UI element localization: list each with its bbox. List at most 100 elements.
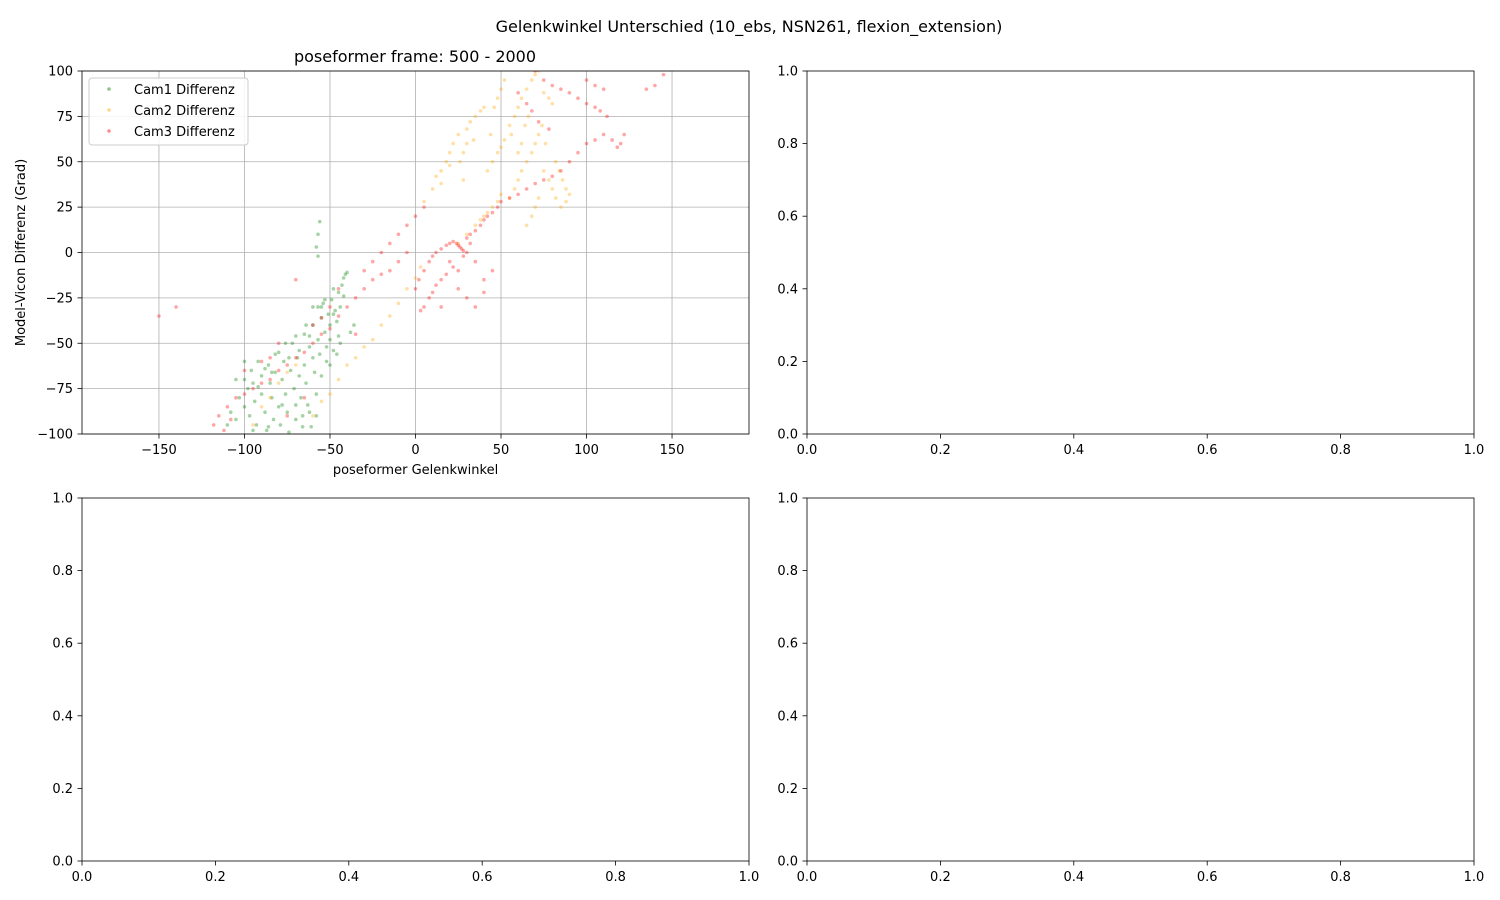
point-series-3 [468,241,473,246]
point-series-1 [317,352,322,356]
point-series-2 [495,199,500,204]
point-series-3 [388,241,392,246]
point-series-2 [557,169,561,173]
point-series-3 [461,248,466,253]
point-series-1 [319,316,324,320]
x-tick-label: 0.4 [1063,870,1084,885]
point-series-3 [439,277,443,282]
point-series-3 [644,87,649,91]
point-series-1 [319,374,324,378]
point-series-2 [458,159,462,164]
point-series-2 [422,199,426,204]
point-series-1 [283,341,288,346]
point-series-1 [242,404,247,409]
y-tick-label: 1.0 [777,65,798,80]
point-series-3 [524,101,529,106]
point-series-2 [512,114,517,119]
point-series-3 [370,277,375,282]
point-series-3 [444,243,449,248]
point-series-1 [331,348,336,353]
point-series-1 [299,395,303,400]
point-series-2 [434,174,438,179]
point-series-3 [507,196,512,200]
point-series-3 [276,341,281,346]
point-series-1 [316,254,320,258]
point-series-3 [465,236,469,240]
point-series-2 [492,105,496,110]
point-series-2 [439,169,443,173]
point-series-3 [593,83,597,88]
x-tick-label: 0.0 [797,443,818,458]
y-tick-label: 0.4 [777,282,798,297]
point-series-1 [242,359,247,364]
y-tick-label: 0.2 [52,782,73,797]
point-series-3 [225,404,230,409]
point-series-2 [533,205,538,209]
point-series-3 [370,259,375,264]
point-series-1 [256,385,260,389]
x-tick-label: −150 [141,443,177,458]
point-series-3 [516,192,520,197]
panel-4: 0.0 0.2 0.4 0.6 0.8 1.0 0.0 0.2 0.4 0.6 0.8 1.0 [777,492,1484,886]
point-series-2 [485,210,490,215]
point-series-3 [461,254,466,258]
x-tick-label: 0.0 [72,870,93,885]
point-series-2 [524,159,529,164]
point-series-1 [293,403,298,407]
y-tick-label: 1.0 [777,492,798,507]
x-tick-label: 0.8 [605,870,626,885]
point-series-2 [541,169,546,173]
point-series-3 [268,355,272,360]
y-tick-label: 25 [56,201,73,216]
point-series-2 [533,141,538,146]
point-series-2 [519,96,524,101]
point-series-3 [456,268,461,273]
point-series-3 [302,395,307,400]
point-series-3 [293,277,298,282]
point-series-1 [247,414,252,418]
point-series-1 [338,341,343,346]
x-tick-label: 1.0 [1464,443,1485,458]
point-series-1 [317,219,322,224]
point-series-1 [263,366,267,371]
point-series-2 [362,345,366,349]
panel-3: 0.0 0.2 0.4 0.6 0.8 1.0 0.0 0.2 0.4 0.6 0.8 1.0 [52,492,759,886]
point-series-3 [311,341,315,346]
point-series-2 [439,181,443,186]
point-series-1 [341,276,346,280]
figure-suptitle: Gelenkwinkel Unterschied (10_ebs, NSN261… [496,17,1003,37]
point-series-3 [276,368,281,373]
point-series-1 [254,423,259,427]
point-series-2 [447,150,452,155]
point-series-3 [465,250,469,255]
y-tick-label: 0.4 [777,709,798,724]
point-series-2 [311,414,315,418]
point-series-2 [268,395,272,400]
point-series-3 [422,205,426,209]
point-series-1 [331,312,336,317]
point-series-3 [550,83,555,88]
point-series-2 [482,105,486,110]
point-series-2 [465,127,469,131]
point-series-1 [276,350,281,355]
point-series-2 [536,196,541,200]
point-series-3 [268,377,272,382]
point-series-3 [242,368,247,373]
point-series-3 [485,214,490,218]
panel-1: −150 −100 −50 0 50 100 150 −100 −75 −50 −25 0 25 50 75… [14,47,750,478]
point-series-3 [601,132,606,137]
point-series-2 [529,214,534,218]
y-axis-label: Model-Vicon Differenz (Grad) [14,159,29,346]
point-series-1 [237,395,242,400]
point-series-3 [251,386,255,391]
point-series-2 [447,163,452,168]
point-series-1 [304,381,308,385]
point-series-3 [405,250,409,255]
point-series-1 [314,414,319,418]
point-series-2 [502,78,507,82]
point-series-3 [454,241,459,246]
point-series-1 [319,305,324,309]
point-series-1 [276,404,281,409]
point-series-3 [533,181,538,186]
